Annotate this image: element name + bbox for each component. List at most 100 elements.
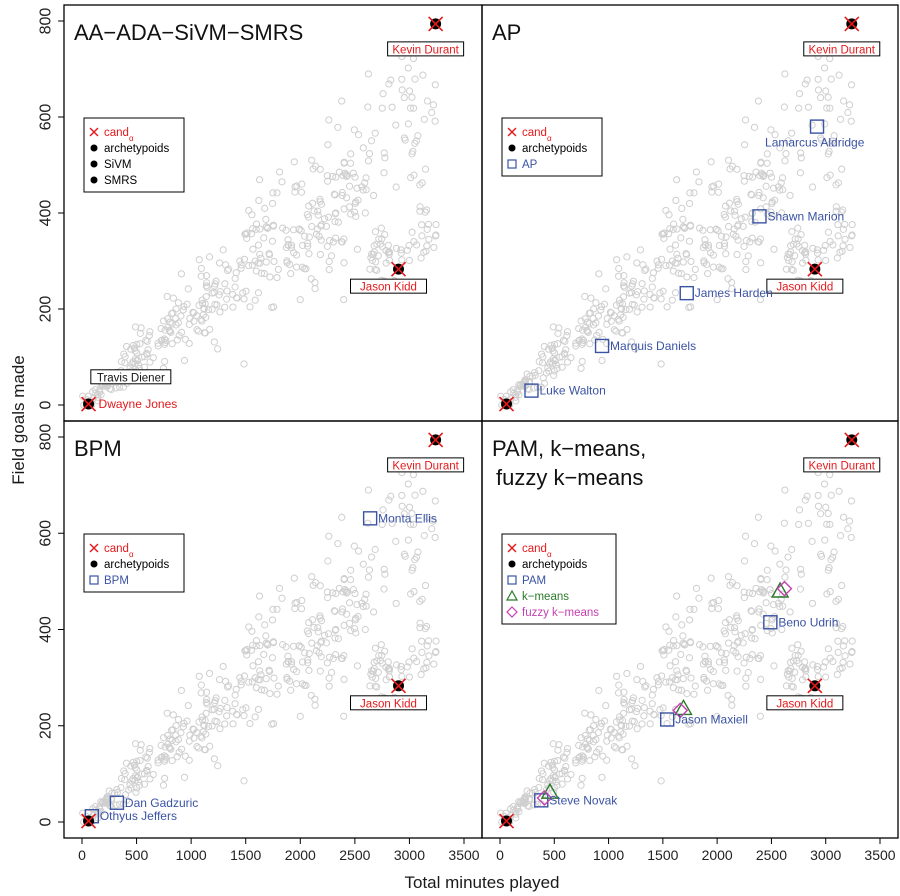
x-tick-label: 0 [496,847,504,863]
background-point [748,607,756,615]
background-point [338,608,346,616]
background-point [216,288,224,296]
background-point [822,673,830,681]
background-point [679,675,687,683]
background-point [378,520,386,529]
x-axis-label: Total minutes played [405,873,560,892]
background-point [554,340,562,348]
background-point [331,634,339,642]
background-point [654,261,662,269]
background-point [809,244,817,252]
background-point [287,270,295,278]
background-point [131,740,140,748]
background-point [216,704,224,712]
background-point [720,659,729,667]
x-tick-label: 500 [125,847,149,863]
background-point [671,658,680,666]
background-point [822,87,830,95]
background-point [578,774,586,782]
background-point [392,183,400,191]
background-point [168,757,176,765]
background-point [708,183,716,191]
background-point [673,592,681,600]
background-point [429,101,438,109]
background-point [521,799,529,807]
legend-subscript: α [547,550,552,559]
background-point [342,610,351,618]
background-point [221,720,229,728]
background-point [128,777,136,785]
background-point [662,261,670,270]
background-point [301,232,309,240]
background-point [781,573,789,581]
background-point [814,86,823,94]
background-point [432,231,440,239]
background-point [824,93,832,101]
background-point [619,313,627,321]
background-point [654,677,662,686]
background-point [830,548,838,556]
background-point [194,744,203,752]
background-point [633,259,641,267]
background-point [145,748,153,756]
background-point [311,695,319,703]
background-point [379,90,387,98]
background-point [841,220,849,228]
label-box [803,457,881,473]
background-point [756,588,764,596]
background-point [325,257,333,266]
background-point [223,712,231,720]
background-point [422,664,430,672]
background-point [134,361,143,369]
background-point [662,623,670,631]
background-point [398,491,406,500]
background-point [197,689,205,697]
background-point [692,584,701,592]
background-point [133,357,142,365]
background-point [223,287,231,295]
background-point [638,720,646,728]
background-point [409,471,418,479]
background-point [256,250,264,258]
background-point [304,242,312,250]
background-point [673,176,681,184]
background-point [237,261,245,269]
point-label: Othyus Jeffers [100,809,177,823]
background-point [581,731,589,740]
background-point [342,170,350,178]
background-point [715,180,723,188]
background-point [216,725,224,733]
background-point [420,115,428,123]
background-point [673,667,681,675]
background-point [317,637,326,645]
background-point [699,660,707,668]
background-point [717,649,726,657]
background-point [757,574,765,583]
background-point [136,340,144,348]
background-point [423,97,432,105]
background-point [240,295,248,303]
background-point [316,198,324,206]
background-point [612,744,620,752]
background-point [174,299,183,307]
background-point [715,596,723,605]
background-point [206,325,214,334]
background-point [733,198,741,206]
background-point [254,241,263,249]
background-point [418,648,426,656]
background-point [730,624,739,632]
background-point [581,315,589,323]
background-point [290,158,298,166]
background-point [329,654,337,663]
background-point [377,641,385,649]
background-point [140,780,149,788]
background-point [677,234,685,242]
background-point [132,788,140,796]
background-point [590,722,598,730]
background-point [827,139,835,147]
background-point [809,661,817,669]
background-point [351,173,359,181]
